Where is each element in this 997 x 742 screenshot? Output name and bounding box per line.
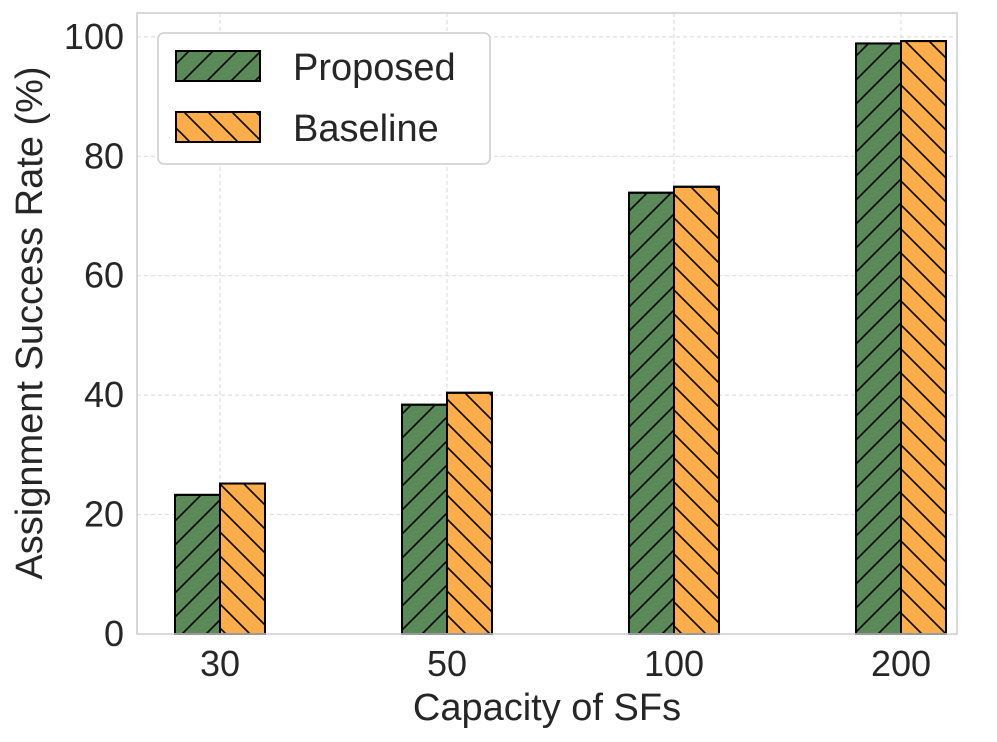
bar-hatch-baseline-100 bbox=[673, 185, 720, 635]
bar-hatch-baseline-200 bbox=[900, 40, 947, 635]
legend-label-proposed: Proposed bbox=[293, 47, 456, 89]
legend-label-baseline: Baseline bbox=[293, 108, 439, 150]
legend: Proposed Baseline bbox=[157, 32, 491, 165]
bar-hatch-baseline-50 bbox=[446, 391, 493, 635]
legend-swatch-proposed-hatch bbox=[175, 50, 261, 82]
y-tick-label: 60 bbox=[84, 255, 124, 296]
y-tick-label: 80 bbox=[84, 135, 124, 176]
bar-hatch-proposed-100 bbox=[628, 191, 675, 636]
bar-hatch-proposed-200 bbox=[855, 42, 902, 636]
y-tick-label: 20 bbox=[84, 494, 124, 535]
bar-hatch-baseline-30 bbox=[219, 482, 266, 635]
bar-hatch-proposed-30 bbox=[174, 493, 221, 635]
x-tick-label: 50 bbox=[427, 643, 467, 684]
plot-frame bbox=[136, 12, 958, 635]
x-tick-labels: 30 50 100 200 bbox=[200, 643, 931, 684]
y-tick-label: 100 bbox=[64, 16, 124, 57]
legend-swatch-baseline-hatch bbox=[175, 111, 261, 143]
y-tick-labels: 0 20 40 60 80 100 bbox=[64, 16, 124, 654]
x-tick-label: 200 bbox=[871, 643, 931, 684]
y-axis-label: Assignment Success Rate (%) bbox=[9, 66, 51, 579]
x-tick-label: 30 bbox=[200, 643, 240, 684]
bar-hatch-proposed-50 bbox=[401, 403, 448, 636]
x-axis-label: Capacity of SFs bbox=[413, 687, 681, 729]
y-tick-label: 40 bbox=[84, 374, 124, 415]
x-tick-label: 100 bbox=[644, 643, 704, 684]
y-tick-label: 0 bbox=[104, 613, 124, 654]
